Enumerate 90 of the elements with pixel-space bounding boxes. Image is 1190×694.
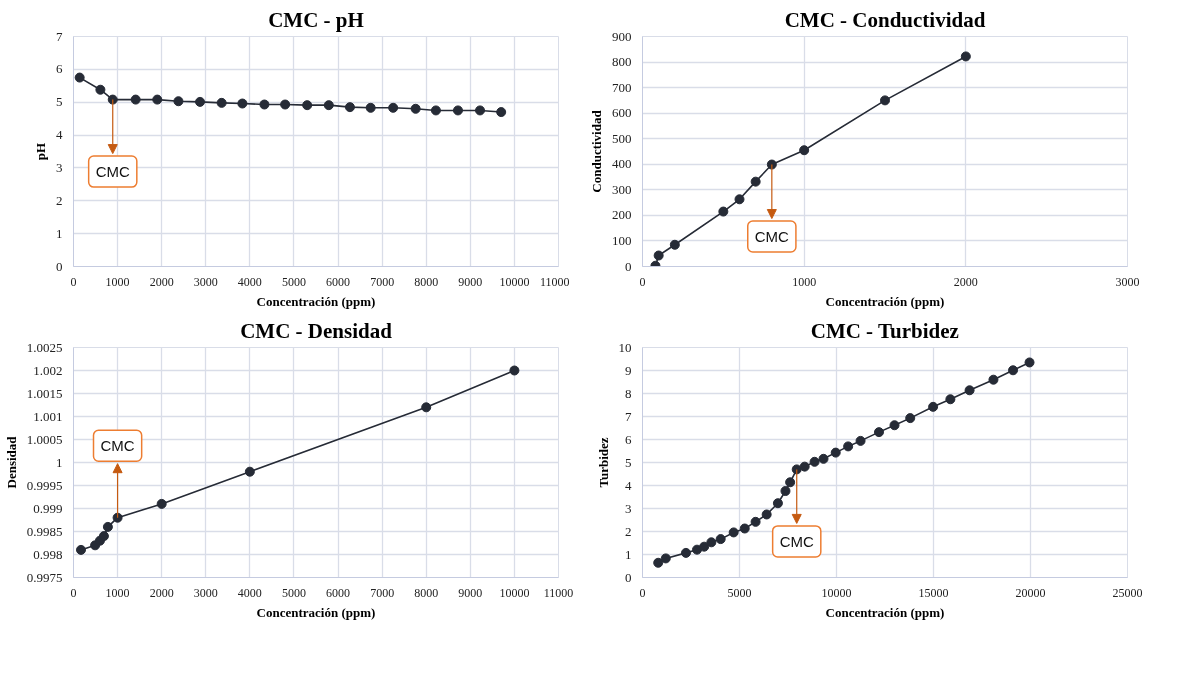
- x-tick-label: 3000: [1115, 274, 1140, 289]
- x-tick-label: 6000: [326, 274, 351, 289]
- x-tick-label: 8000: [414, 585, 439, 600]
- x-tick-label: 0: [639, 585, 646, 600]
- y-axis-title: pH: [33, 142, 48, 161]
- x-tick-label: 0: [70, 585, 77, 600]
- x-axis-title: Concentración (ppm): [256, 604, 376, 620]
- chart-title: CMC - Densidad: [240, 318, 393, 343]
- x-tick-label: 1000: [792, 274, 817, 289]
- x-tick-label: 15000: [918, 585, 949, 600]
- annotation: CMC: [100, 437, 135, 455]
- chart-title: CMC - Conductividad: [784, 7, 986, 32]
- y-tick-label: 1.0025: [26, 339, 63, 355]
- x-tick-label: 1000: [105, 274, 130, 289]
- y-tick-label: 4: [56, 127, 63, 143]
- y-tick-label: 1: [625, 546, 632, 562]
- x-axis-title: Concentración (ppm): [825, 293, 945, 309]
- y-tick-label: 0.9995: [26, 477, 63, 493]
- y-tick-label: 1.002: [33, 362, 63, 378]
- y-tick-label: 400: [612, 156, 632, 172]
- chart-title: CMC - Turbidez: [810, 318, 959, 343]
- y-tick-label: 0: [625, 569, 632, 585]
- x-tick-label: 2000: [149, 585, 174, 600]
- x-tick-label: 5000: [727, 585, 752, 600]
- y-tick-label: 100: [612, 232, 632, 248]
- y-tick-label: 1: [56, 454, 63, 470]
- x-tick-label: 9000: [458, 585, 483, 600]
- annotation: CMC: [779, 532, 814, 550]
- x-tick-label: 3000: [193, 585, 218, 600]
- annotation: CMC: [95, 163, 130, 181]
- x-tick-label: 7000: [370, 585, 395, 600]
- y-tick-label: 300: [612, 181, 632, 197]
- y-axis-title: Densidad: [3, 435, 19, 489]
- x-tick-label: 10000: [499, 585, 530, 600]
- y-tick-label: 3: [56, 159, 63, 175]
- x-tick-label: 25000: [1112, 585, 1143, 600]
- y-tick-label: 7: [625, 408, 632, 424]
- y-tick-label: 900: [612, 28, 632, 44]
- y-tick-label: 6: [56, 61, 63, 77]
- y-tick-label: 1.0005: [26, 431, 63, 447]
- y-tick-label: 800: [612, 54, 632, 70]
- y-tick-label: 9: [625, 362, 632, 378]
- annotation: CMC: [754, 228, 790, 246]
- y-tick-label: 4: [625, 477, 632, 493]
- y-tick-label: 0.998: [33, 546, 63, 562]
- y-tick-label: 0.9975: [26, 569, 63, 585]
- x-tick-label: 2000: [149, 274, 174, 289]
- x-axis-title: Concentración (ppm): [825, 604, 945, 620]
- y-tick-label: 3: [625, 500, 632, 516]
- y-tick-label: 0: [625, 258, 632, 274]
- y-axis-title: Turbidez: [595, 437, 611, 488]
- x-axis-title: Concentración (ppm): [256, 293, 376, 309]
- x-tick-label: 1000: [105, 585, 130, 600]
- y-tick-label: 8: [625, 385, 632, 401]
- y-tick-label: 1.0015: [26, 385, 63, 401]
- y-tick-label: 10: [618, 339, 632, 355]
- y-tick-label: 0.999: [33, 500, 63, 516]
- x-tick-label: 8000: [414, 274, 439, 289]
- y-tick-label: 5: [625, 454, 632, 470]
- y-tick-label: 200: [612, 207, 632, 223]
- x-tick-label: 6000: [326, 585, 351, 600]
- x-tick-label: 11000: [539, 274, 570, 289]
- x-tick-label: 0: [70, 274, 77, 289]
- y-tick-label: 6: [625, 431, 632, 447]
- chart-title: CMC - pH: [268, 7, 364, 32]
- y-tick-label: 1.001: [33, 408, 63, 424]
- y-axis-title: Conductividad: [589, 109, 604, 193]
- x-tick-label: 11000: [543, 585, 574, 600]
- y-tick-label: 0: [56, 258, 63, 274]
- y-tick-label: 500: [612, 130, 632, 146]
- y-tick-label: 600: [612, 105, 632, 121]
- y-tick-label: 1: [56, 225, 63, 241]
- x-tick-label: 2000: [953, 274, 978, 289]
- y-tick-label: 700: [612, 79, 632, 95]
- x-tick-label: 10000: [499, 274, 530, 289]
- x-tick-label: 5000: [281, 274, 306, 289]
- x-tick-label: 0: [639, 274, 646, 289]
- x-tick-label: 4000: [237, 585, 262, 600]
- y-tick-label: 7: [56, 28, 63, 44]
- y-tick-label: 2: [56, 192, 63, 208]
- x-tick-label: 10000: [821, 585, 852, 600]
- x-tick-label: 3000: [193, 274, 218, 289]
- y-tick-label: 0.9985: [26, 523, 63, 539]
- x-tick-label: 7000: [370, 274, 395, 289]
- y-tick-label: 5: [56, 94, 63, 110]
- y-tick-label: 2: [625, 523, 632, 539]
- x-tick-label: 9000: [458, 274, 483, 289]
- x-tick-label: 4000: [237, 274, 262, 289]
- x-tick-label: 20000: [1015, 585, 1046, 600]
- x-tick-label: 5000: [281, 585, 306, 600]
